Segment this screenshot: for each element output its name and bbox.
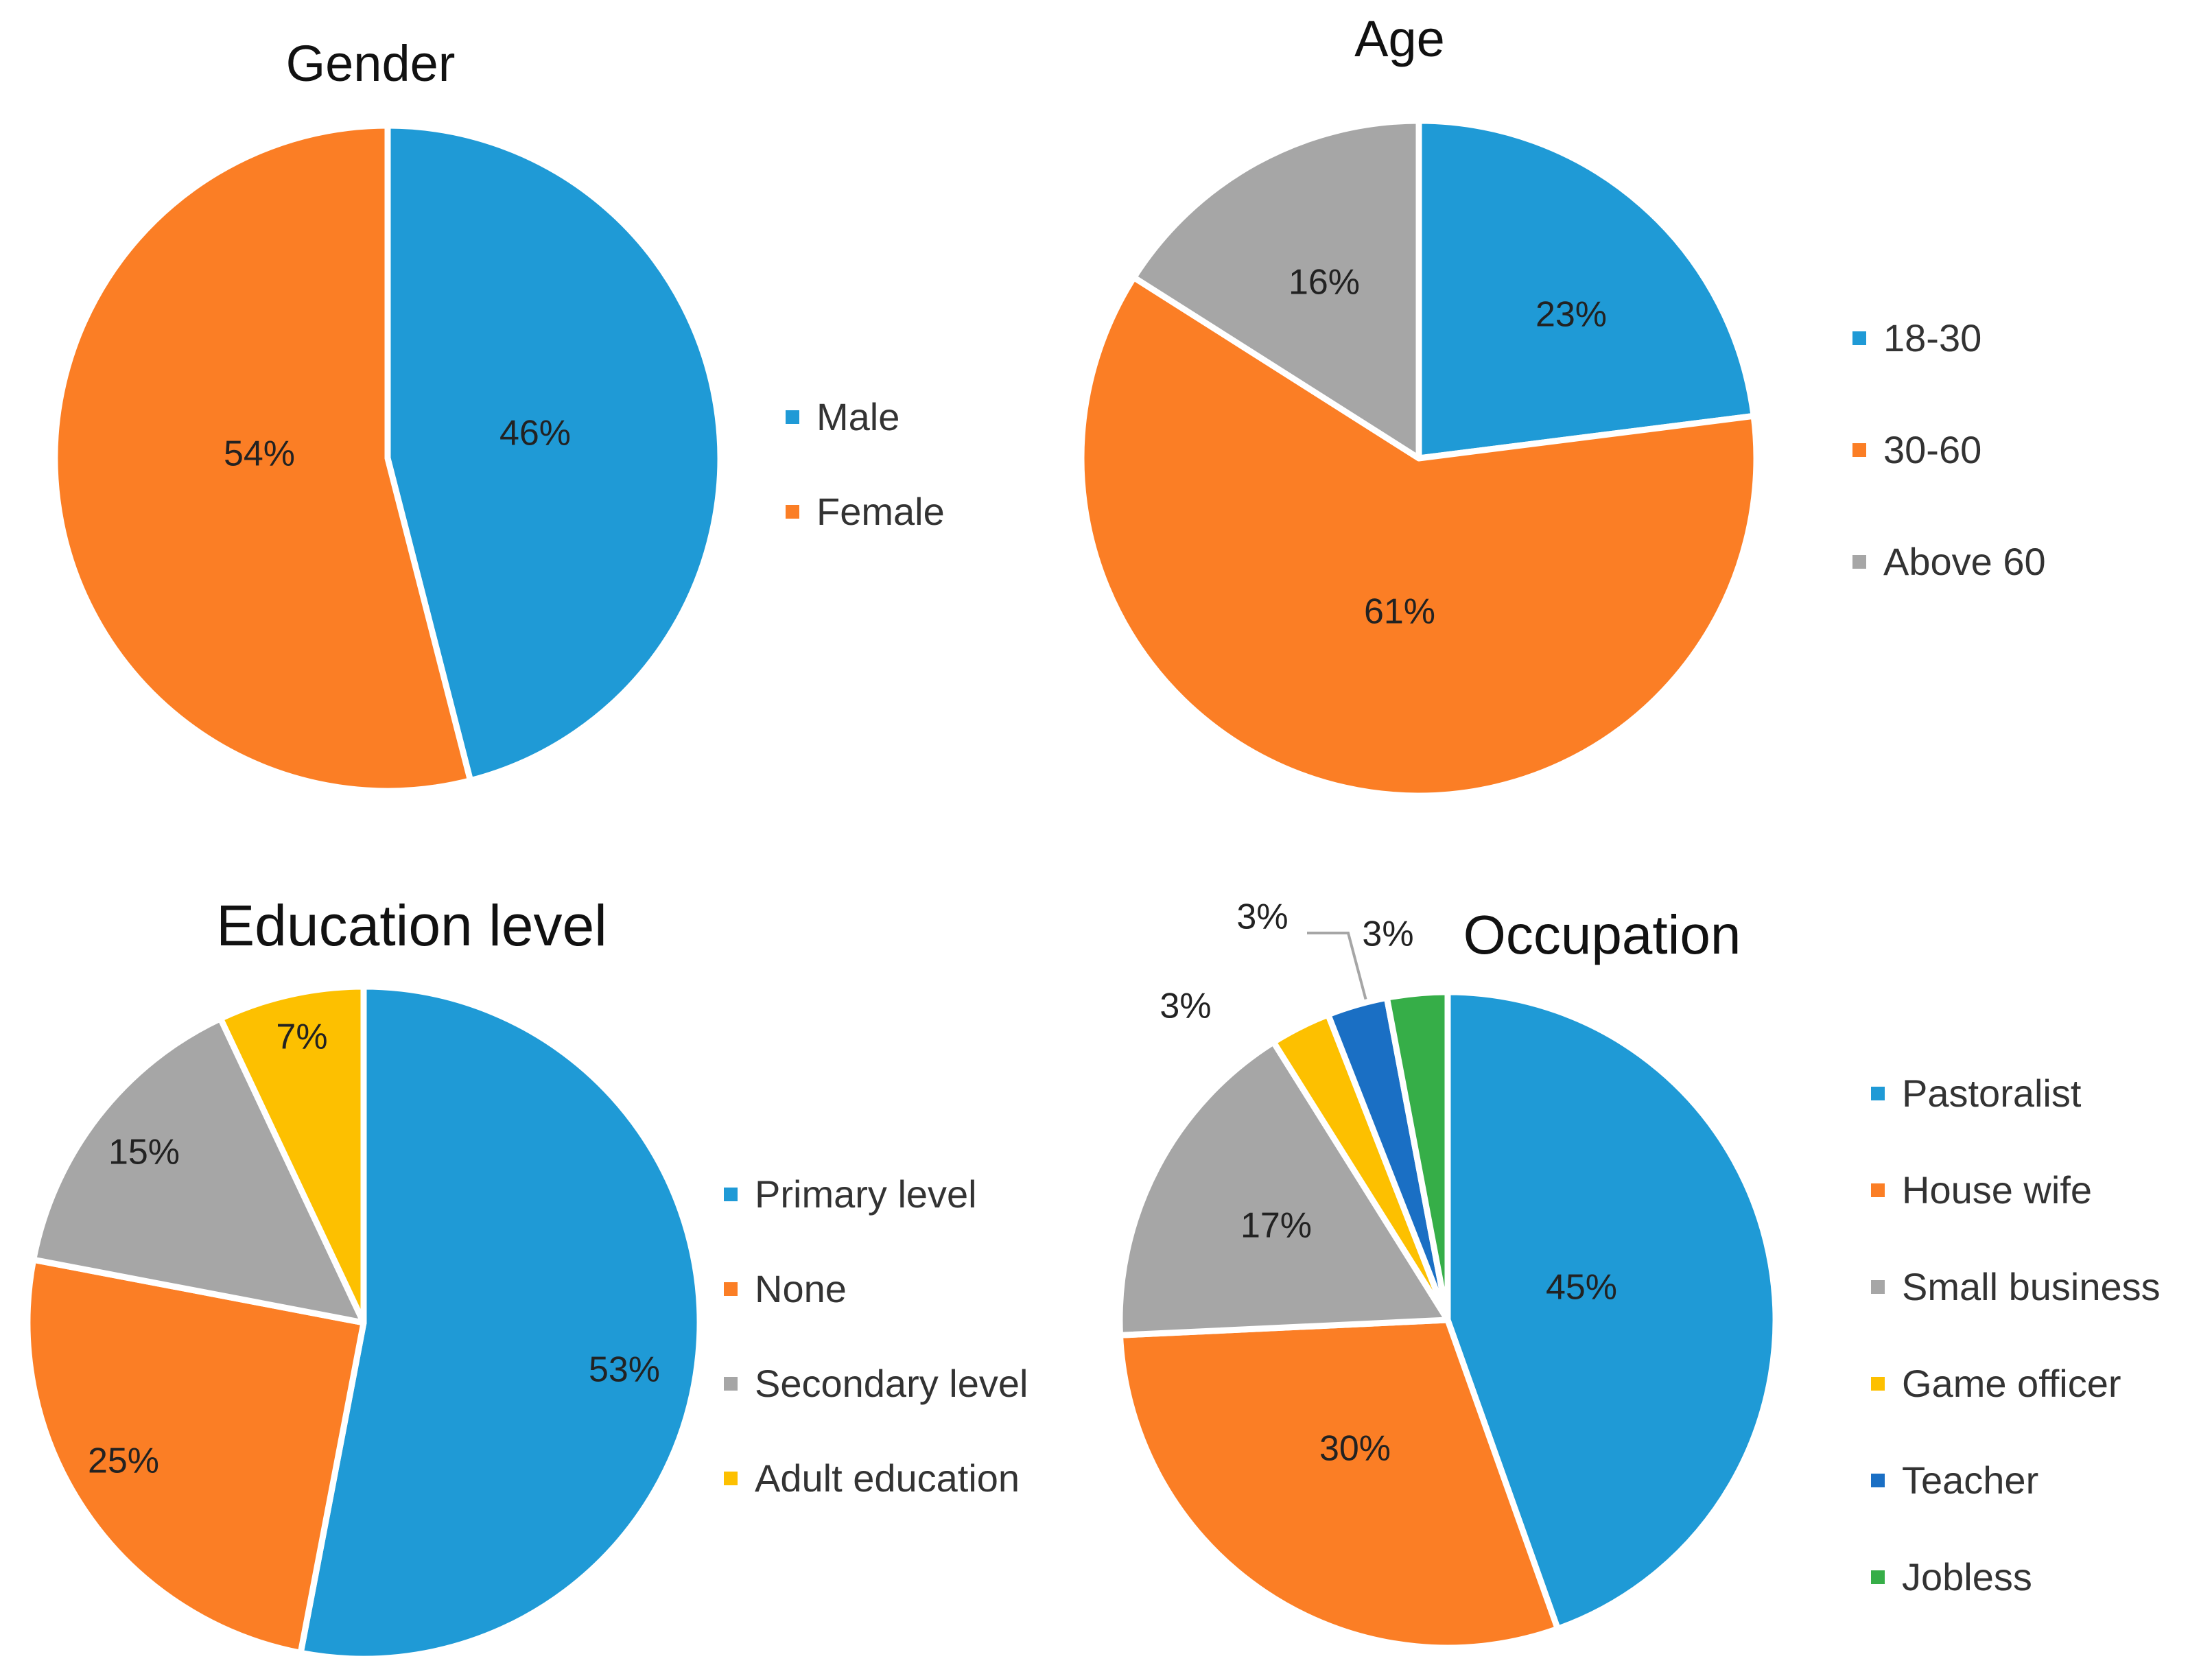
gender-slice-male	[384, 122, 724, 784]
occupation-legend-label-jobless: Jobless	[1902, 1555, 2032, 1598]
occupation-legend: Pastoralist House wife Small business Game …	[1871, 1072, 2161, 1598]
occupation-chart-title: Occupation	[1463, 904, 1741, 965]
education-slice-adult-education	[217, 983, 367, 1326]
occupation-legend-swatch-game-officer	[1871, 1377, 1885, 1391]
education-chart-title: Education level	[216, 893, 607, 958]
age-pct-label-30-60: 61%	[1364, 592, 1435, 632]
age-legend-label-above-60: Above 60	[1883, 540, 2046, 583]
occupation-legend-swatch-small-business	[1871, 1280, 1885, 1294]
age-slice-18-30	[1415, 117, 1757, 462]
occupation-slice-pastoralist	[1444, 989, 1779, 1632]
education-pct-label-secondary-level: 15%	[108, 1133, 180, 1172]
age-pie	[1078, 117, 1760, 799]
occupation-pct-label-pastoralist: 45%	[1546, 1268, 1617, 1308]
gender-legend-swatch-female	[786, 505, 799, 519]
occupation-chart: Occupation 45% 30% 17% 3% 3% 3% Pastoralist Ho…	[1116, 897, 2161, 1651]
occupation-slice-jobless	[1383, 989, 1451, 1323]
education-legend-swatch-primary-level	[724, 1188, 738, 1201]
occupation-legend-swatch-teacher	[1871, 1474, 1885, 1487]
occupation-legend-label-pastoralist: Pastoralist	[1902, 1072, 2082, 1115]
occupation-legend-swatch-pastoralist	[1871, 1087, 1885, 1100]
education-pct-label-primary-level: 53%	[589, 1350, 660, 1390]
age-chart: Age 23% 61% 16% 18-30 30-60 Above 60	[1078, 10, 2046, 799]
occupation-slice-small-business	[1116, 1039, 1451, 1338]
education-legend-swatch-none	[724, 1282, 738, 1296]
occupation-legend-label-game-officer: Game officer	[1902, 1362, 2121, 1405]
gender-chart-title: Gender	[286, 35, 456, 92]
gender-chart: Gender 46% 54% Male Female	[51, 35, 945, 794]
age-slice-above-60	[1131, 117, 1422, 462]
education-chart: Education level 53% 25% 15% 7% Primary leve…	[24, 893, 1028, 1662]
age-slice-30-60	[1078, 274, 1760, 799]
education-legend-swatch-secondary-level	[724, 1377, 738, 1391]
age-legend-label-30-60: 30-60	[1883, 428, 1981, 471]
education-legend-label-adult-education: Adult education	[755, 1456, 1020, 1500]
education-legend-swatch-adult-education	[724, 1472, 738, 1485]
teacher-leader-line	[1307, 932, 1368, 1004]
occupation-legend-swatch-house-wife	[1871, 1183, 1885, 1197]
occupation-pct-label-small-business: 17%	[1240, 1206, 1312, 1246]
age-legend-label-18-30: 18-30	[1883, 316, 1981, 359]
gender-pie	[51, 122, 724, 794]
occupation-pie	[1116, 989, 1779, 1651]
occupation-legend-swatch-jobless	[1871, 1570, 1885, 1584]
education-legend-label-primary-level: Primary level	[755, 1172, 977, 1216]
occupation-pct-label-house-wife: 30%	[1319, 1429, 1391, 1469]
age-pct-label-18-30: 23%	[1536, 295, 1607, 335]
age-legend-swatch-30-60	[1852, 443, 1866, 457]
education-legend: Primary level None Secondary level Adult ed…	[724, 1172, 1028, 1500]
age-legend: 18-30 30-60 Above 60	[1852, 316, 2046, 583]
occupation-legend-label-teacher: Teacher	[1902, 1459, 2038, 1502]
gender-legend-label-female: Female	[816, 490, 945, 533]
gender-pct-label-male: 46%	[499, 414, 571, 453]
occupation-pct-label-jobless: 3%	[1362, 914, 1413, 954]
occupation-legend-label-small-business: Small business	[1902, 1265, 2161, 1308]
age-chart-title: Age	[1354, 10, 1445, 67]
education-slice-primary-level	[297, 983, 703, 1662]
education-pie	[24, 983, 703, 1662]
age-legend-swatch-above-60	[1852, 555, 1866, 569]
gender-legend-swatch-male	[786, 410, 799, 424]
education-pct-label-adult-education: 7%	[276, 1017, 327, 1057]
gender-legend-label-male: Male	[816, 395, 899, 438]
age-pct-label-above-60: 16%	[1289, 263, 1360, 303]
occupation-slice-house-wife	[1117, 1317, 1561, 1651]
gender-pct-label-female: 54%	[224, 434, 295, 474]
education-slice-secondary-level	[30, 1015, 367, 1326]
education-legend-label-none: None	[755, 1267, 847, 1310]
gender-slice-female	[51, 122, 474, 794]
education-slice-none	[24, 1256, 367, 1656]
education-legend-label-secondary-level: Secondary level	[755, 1362, 1028, 1405]
education-pct-label-none: 25%	[88, 1441, 159, 1481]
age-legend-swatch-18-30	[1852, 331, 1866, 345]
occupation-legend-label-house-wife: House wife	[1902, 1168, 2092, 1212]
occupation-pct-label-game-officer: 3%	[1160, 987, 1211, 1026]
occupation-pct-label-teacher: 3%	[1236, 897, 1288, 937]
gender-legend: Male Female	[786, 395, 945, 533]
